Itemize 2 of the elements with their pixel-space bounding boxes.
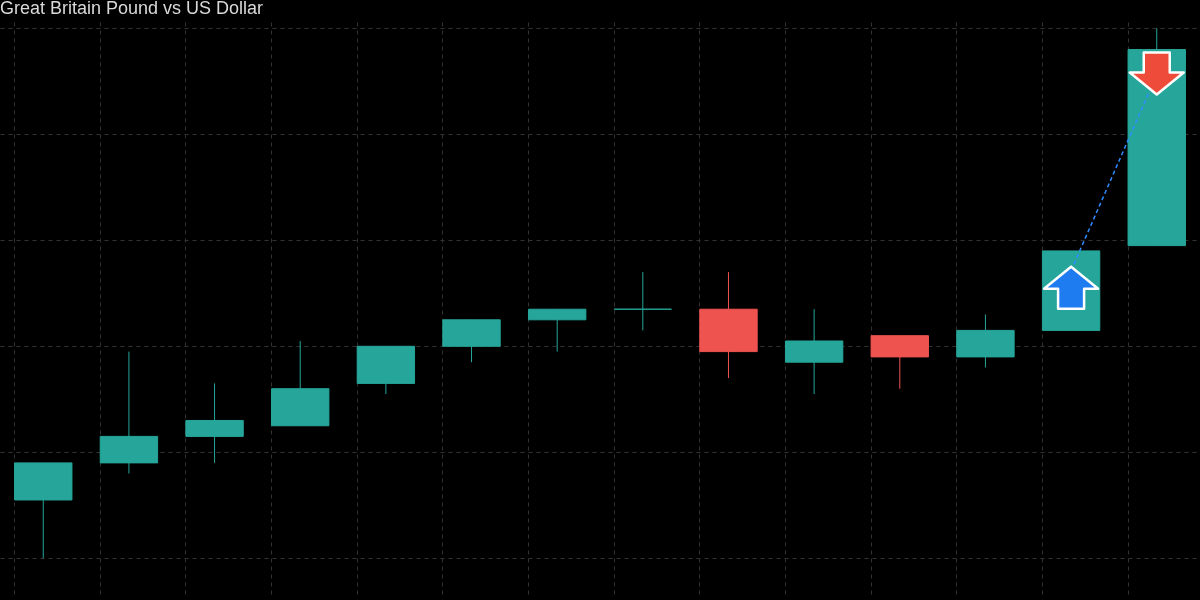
candlestick: [613, 271, 673, 331]
chart-title: Great Britain Pound vs US Dollar: [0, 0, 264, 18]
